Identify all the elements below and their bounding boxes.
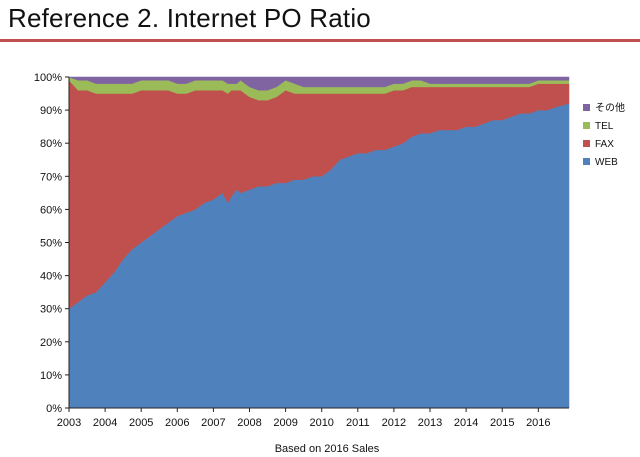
y-tick-label: 100% [34, 72, 62, 84]
legend: その他 TEL FAX WEB [583, 101, 625, 168]
y-tick-label: 70% [40, 171, 62, 183]
x-tick-label: 2003 [57, 417, 81, 429]
legend-swatch [583, 122, 590, 129]
x-tick-label: 2009 [273, 417, 297, 429]
y-tick-label: 80% [40, 138, 62, 150]
y-tick-label: 30% [40, 304, 62, 316]
x-tick-label: 2007 [201, 417, 225, 429]
x-tick-label: 2006 [165, 417, 189, 429]
x-axis-caption: Based on 2016 Sales [275, 443, 380, 455]
x-tick-label: 2004 [93, 417, 117, 429]
y-tick-label: 0% [46, 403, 62, 415]
y-tick-label: 40% [40, 271, 62, 283]
x-tick-label: 2013 [418, 417, 442, 429]
x-tick-label: 2016 [526, 417, 550, 429]
y-tick-label: 90% [40, 105, 62, 117]
y-tick-label: 20% [40, 337, 62, 349]
legend-swatch [583, 104, 590, 111]
area-series-group [68, 76, 570, 409]
x-tick-label: 2005 [129, 417, 153, 429]
y-tick-labels: 0% 10% 20% 30% 40% 50% 60% 70% 80% 90% 100% [34, 72, 62, 415]
legend-label: FAX [595, 139, 614, 150]
legend-label: TEL [595, 121, 614, 132]
y-tick-label: 50% [40, 238, 62, 250]
x-tick-labels: 2003 2004 2005 2006 2007 2008 2009 2010 2011 2012… [57, 417, 551, 429]
x-tick-label: 2012 [382, 417, 406, 429]
chart-svg: 0%10%20%30%40%50%60%70%80%90%100% 2003 20… [34, 72, 625, 455]
x-tick-label: 2010 [309, 417, 333, 429]
y-tick-label: 10% [40, 370, 62, 382]
stacked-area-chart: 0% 10% 20% 30% 40% 50% 60% 70% 80% 90% 100% 2003 20… [0, 60, 640, 457]
legend-swatch [583, 158, 590, 165]
legend-swatch [583, 140, 590, 147]
title-rule [0, 39, 640, 42]
legend-label: WEB [595, 157, 618, 168]
x-tick-label: 2008 [237, 417, 261, 429]
axes [65, 76, 569, 412]
area-series-3 [68, 76, 570, 91]
slide-title: Reference 2. Internet PO Ratio [8, 3, 371, 33]
x-tick-label: 2015 [490, 417, 514, 429]
x-tick-label: 2014 [454, 417, 478, 429]
legend-label: その他 [595, 101, 625, 114]
y-tick-label: 60% [40, 204, 62, 216]
x-tick-label: 2011 [346, 417, 370, 429]
